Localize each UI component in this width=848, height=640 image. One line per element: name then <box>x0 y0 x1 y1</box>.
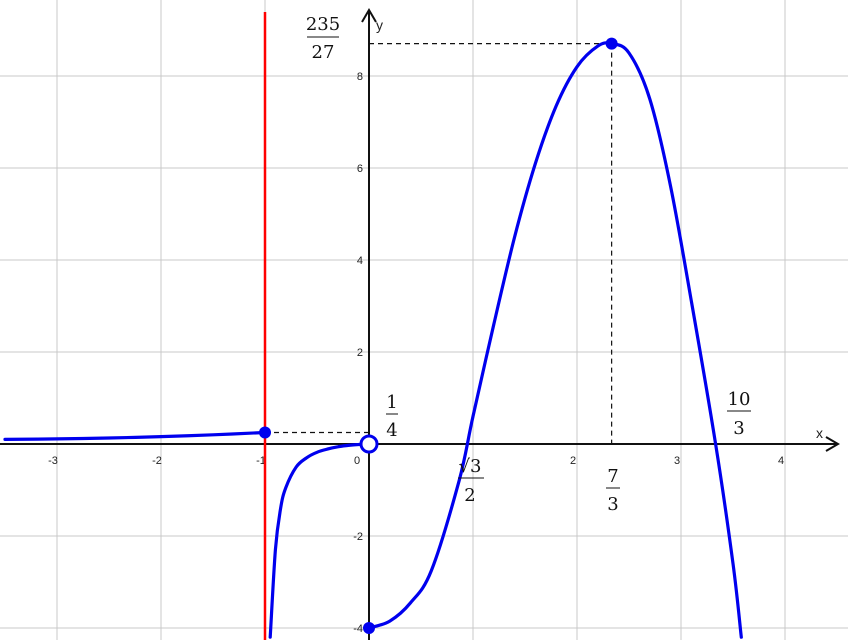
x-tick-label: 0 <box>354 455 360 467</box>
annotation-quarter: 1 4 <box>386 392 398 441</box>
y-axis-arrow-icon <box>361 8 377 23</box>
curve-series <box>3 41 743 639</box>
curve-points <box>259 37 618 634</box>
y-tick-label: -2 <box>353 531 363 543</box>
annotation-quarter-numerator: 1 <box>386 392 397 413</box>
annotation-max-x-numerator: 7 <box>607 466 618 487</box>
x-tick-label: -1 <box>256 455 266 467</box>
x-tick-label: 2 <box>570 455 576 467</box>
x-tick-label: 4 <box>778 455 784 467</box>
annotation-zero-denominator: 3 <box>733 418 744 439</box>
x-axis-label: x <box>816 425 823 441</box>
dashed-guide-lines <box>265 43 613 444</box>
annotation-quarter-denominator: 4 <box>386 420 397 441</box>
x-tick-label: 3 <box>674 455 680 467</box>
annotation-max-value-numerator: 235 <box>306 14 340 35</box>
open-point <box>359 434 379 454</box>
y-tick-label: 4 <box>357 255 363 267</box>
curve-branch-1 <box>3 430 267 441</box>
curve-branch-3 <box>367 41 743 639</box>
x-axis-arrow-icon <box>825 436 840 452</box>
annotation-root-numerator: √3 <box>459 456 482 477</box>
y-tick-label: 2 <box>357 347 363 359</box>
annotation-zero-numerator: 10 <box>728 389 751 410</box>
y-tick-label: 8 <box>357 71 363 83</box>
annotation-root: √3 2 <box>458 456 484 506</box>
annotation-max-value: 235 27 <box>306 14 340 63</box>
annotation-max-x-denominator: 3 <box>607 494 618 515</box>
filled-point <box>605 37 618 50</box>
axes: x y <box>0 8 840 640</box>
y-tick-label: 6 <box>357 163 363 175</box>
x-tick-label: -2 <box>152 455 162 467</box>
curve-branch-2 <box>268 442 371 639</box>
x-tick-label: -3 <box>48 455 58 467</box>
annotation-zero: 10 3 <box>727 389 751 439</box>
filled-point <box>363 622 375 634</box>
annotation-max-x: 7 3 <box>606 466 620 515</box>
annotation-max-value-denominator: 27 <box>312 42 335 63</box>
y-tick-label: -4 <box>353 623 363 635</box>
tick-labels: -3 -2 -1 0 2 3 4 8 6 4 2 -2 -4 <box>48 71 784 635</box>
y-axis-label: y <box>376 17 383 33</box>
filled-point <box>259 426 271 439</box>
annotation-root-denominator: 2 <box>464 485 475 506</box>
